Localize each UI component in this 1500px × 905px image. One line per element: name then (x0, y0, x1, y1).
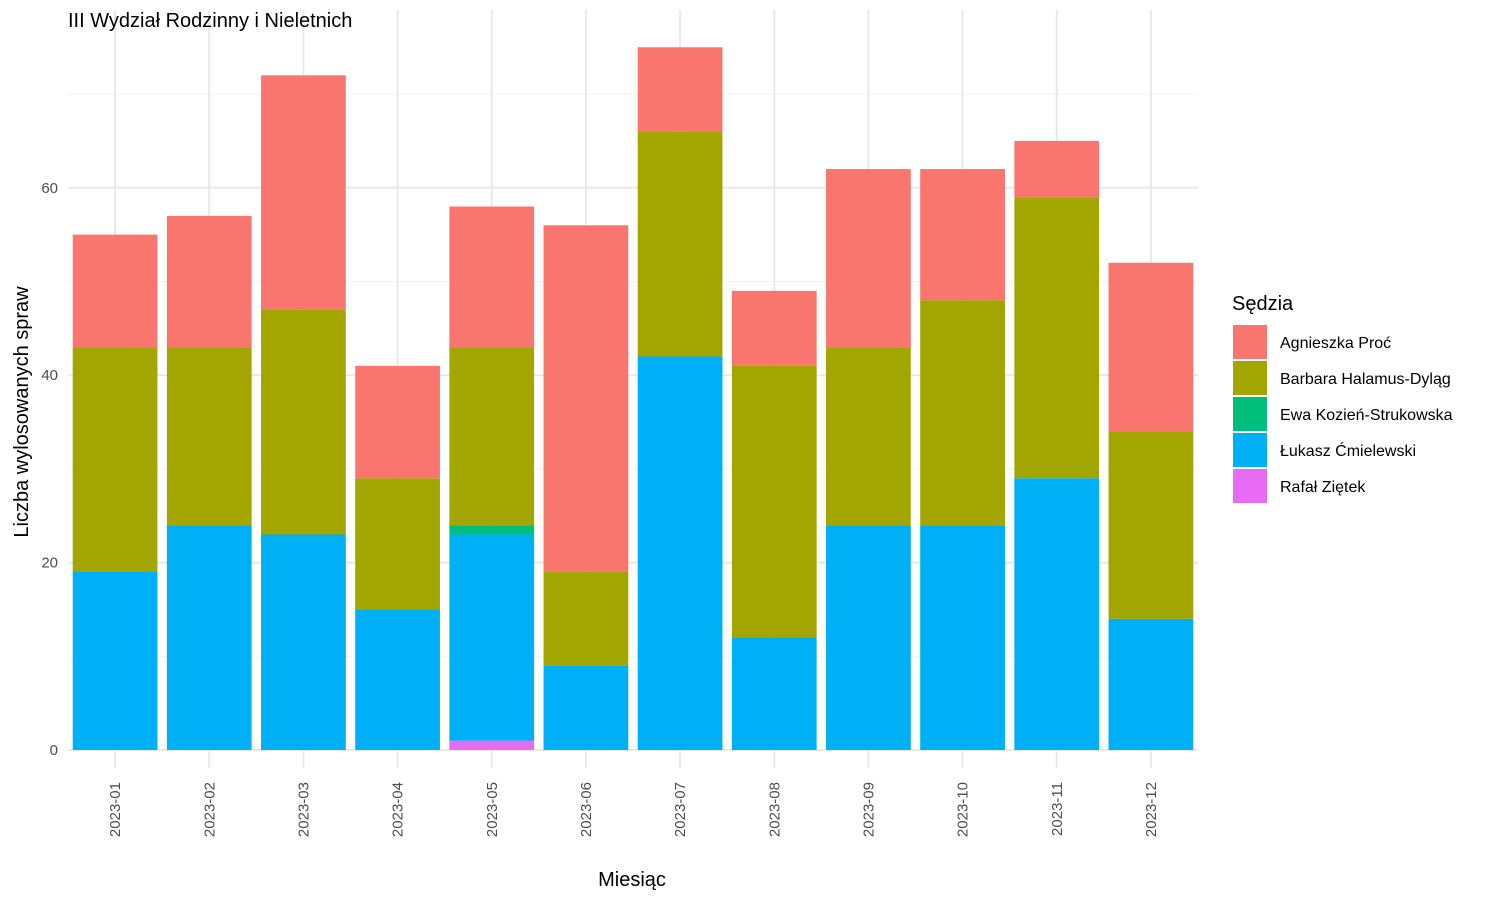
legend-label: Rafał Ziętek (1280, 479, 1366, 496)
legend-title: Sędzia (1232, 293, 1294, 315)
bar-segment (920, 300, 1005, 526)
bar-segment (1108, 431, 1194, 619)
x-tick-label: 2023-05 (484, 782, 501, 837)
bar-segment (261, 309, 346, 535)
bar-segment (355, 478, 440, 610)
x-axis-title: Miesiąc (598, 869, 666, 891)
legend-label: Barbara Halamus-Dyląg (1280, 371, 1451, 388)
bar-segment (826, 169, 911, 348)
x-tick-label: 2023-12 (1143, 782, 1160, 837)
bar-segment (261, 75, 346, 310)
bar-segment (1108, 618, 1194, 750)
bar-segment (449, 206, 535, 348)
legend-key (1233, 397, 1267, 431)
bar-segment (826, 525, 911, 750)
bar-segment (355, 609, 440, 750)
bar-segment (543, 665, 629, 750)
bar-segment (731, 290, 817, 366)
bar-segment (166, 525, 252, 750)
x-tick-label: 2023-04 (390, 782, 407, 837)
y-axis-title: Liczba wylosowanych spraw (11, 286, 33, 538)
y-tick-label: 40 (41, 367, 58, 384)
bar-segment (637, 131, 723, 357)
bar-segment (72, 347, 158, 572)
bar-segment (637, 47, 723, 132)
bar-segment (731, 365, 817, 638)
bar-segment (1108, 262, 1194, 432)
bar-segment (449, 740, 535, 750)
y-tick-label: 60 (41, 180, 58, 197)
x-tick-label: 2023-09 (860, 782, 877, 837)
bar-segment (166, 347, 252, 526)
legend-key (1233, 433, 1267, 467)
x-tick-label: 2023-10 (955, 782, 972, 837)
bar-segment (449, 534, 535, 741)
x-tick-label: 2023-01 (107, 782, 124, 837)
y-tick-label: 20 (41, 555, 58, 572)
legend-label: Ewa Kozień-Strukowska (1280, 407, 1453, 424)
bar-segment (637, 356, 723, 750)
legend-key (1233, 361, 1267, 395)
y-tick-label: 0 (50, 742, 58, 759)
bar-segment (449, 347, 535, 526)
bar-segment (1014, 140, 1100, 198)
bar-segment (261, 534, 346, 750)
x-tick-label: 2023-07 (672, 782, 689, 837)
bar-segment (355, 365, 440, 479)
bar-segment (72, 234, 158, 348)
bar-layer (72, 47, 1194, 750)
bar-segment (543, 571, 629, 666)
legend-label: Łukasz Ćmielewski (1280, 441, 1416, 460)
x-tick-label: 2023-02 (201, 782, 218, 837)
x-tick-label: 2023-06 (578, 782, 595, 837)
bar-segment (920, 169, 1005, 301)
bar-segment (449, 525, 535, 535)
bar-segment (1014, 478, 1100, 750)
legend-key (1233, 469, 1267, 503)
bar-segment (543, 225, 629, 572)
chart-title: III Wydział Rodzinny i Nieletnich (68, 10, 352, 32)
legend-key (1233, 325, 1267, 359)
bar-segment (920, 525, 1005, 750)
legend: Sędzia Agnieszka Proć Barbara Halamus-Dyl… (1232, 293, 1453, 503)
x-tick-label: 2023-11 (1049, 782, 1066, 836)
x-tick-label: 2023-03 (295, 782, 312, 837)
legend-label: Agnieszka Proć (1280, 335, 1391, 352)
axis-layer: 0 20 40 60 2023-01 2023-02 2023-03 2023-04 2023-… (41, 180, 1160, 837)
bar-segment (731, 637, 817, 750)
bar-segment (72, 571, 158, 750)
bar-segment (1014, 197, 1100, 479)
x-tick-label: 2023-08 (766, 782, 783, 837)
bar-segment (166, 215, 252, 348)
bar-segment (826, 347, 911, 526)
